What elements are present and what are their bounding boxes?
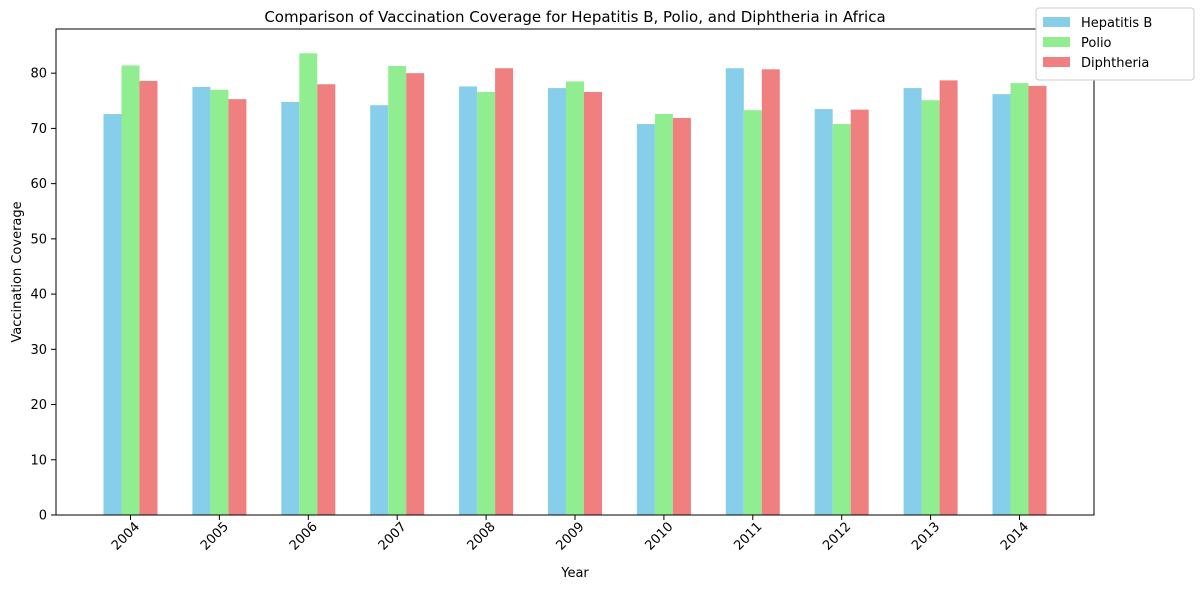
legend-label-hepatitis-b: Hepatitis B: [1081, 16, 1152, 31]
y-tick-label: 50: [30, 232, 47, 247]
y-tick-label: 30: [30, 343, 47, 358]
x-tick-label: 2012: [820, 520, 854, 554]
y-tick-label: 80: [30, 67, 47, 82]
bar-diphtheria-2010: [672, 117, 691, 516]
bar-diphtheria-2005: [228, 99, 247, 515]
y-tick-label: 10: [30, 453, 47, 468]
y-axis: 0 10 20 30 40 50 60 70 80: [30, 67, 56, 524]
x-tick-label: 2004: [109, 520, 143, 554]
legend-box: [1035, 7, 1195, 81]
y-axis-label: Vaccination Coverage: [10, 201, 25, 342]
x-tick-label: 2010: [642, 520, 676, 554]
bar-hepatitis-b-2007: [370, 105, 389, 516]
bar-polio-2007: [388, 66, 407, 515]
bar-diphtheria-2004: [139, 80, 158, 515]
bar-hepatitis-b-2011: [725, 68, 744, 516]
legend-label-diphtheria: Diphtheria: [1081, 56, 1149, 71]
bar-polio-2012: [832, 123, 851, 516]
bar-polio-2008: [477, 91, 496, 516]
legend-swatch-hepatitis-b: [1043, 17, 1070, 27]
bar-polio-2005: [210, 89, 229, 515]
x-tick-label: 2006: [287, 520, 321, 554]
x-tick-label: 2005: [198, 520, 232, 554]
bar-polio-2009: [566, 81, 584, 515]
bar-polio-2004: [121, 65, 140, 515]
y-tick-label: 20: [30, 398, 47, 413]
bars-group: [103, 53, 1047, 516]
y-tick-label: 0: [39, 509, 47, 524]
bar-hepatitis-b-2014: [992, 94, 1011, 516]
bar-hepatitis-b-2012: [814, 109, 833, 515]
bar-polio-2011: [743, 110, 762, 516]
bar-hepatitis-b-2009: [548, 88, 566, 515]
x-tick-label: 2013: [909, 520, 943, 554]
bar-diphtheria-2006: [317, 84, 336, 515]
bar-diphtheria-2008: [495, 68, 514, 516]
bar-polio-2010: [654, 114, 673, 516]
legend-swatch-polio: [1043, 37, 1070, 47]
legend: Hepatitis B Polio Diphtheria: [1035, 7, 1195, 81]
chart-title: Comparison of Vaccination Coverage for H…: [264, 8, 885, 26]
bar-polio-2014: [1010, 83, 1029, 516]
bar-hepatitis-b-2013: [903, 88, 922, 515]
legend-swatch-diphtheria: [1043, 57, 1070, 67]
bar-diphtheria-2007: [406, 73, 425, 516]
bar-hepatitis-b-2006: [281, 101, 300, 516]
bar-diphtheria-2011: [761, 69, 780, 515]
bar-diphtheria-2013: [939, 80, 958, 516]
x-tick-label: 2014: [998, 520, 1032, 554]
bar-diphtheria-2012: [850, 109, 869, 515]
bar-hepatitis-b-2008: [459, 86, 478, 515]
y-tick-label: 60: [30, 177, 47, 192]
legend-label-polio: Polio: [1081, 36, 1112, 51]
bar-polio-2006: [299, 53, 318, 516]
x-axis-label: Year: [560, 566, 589, 581]
bar-hepatitis-b-2010: [636, 123, 655, 516]
x-tick-label: 2009: [554, 520, 588, 554]
y-tick-label: 70: [30, 122, 47, 137]
bar-hepatitis-b-2004: [103, 114, 122, 516]
bar-polio-2013: [921, 100, 940, 516]
plot-frame: [55, 28, 1095, 516]
bar-diphtheria-2009: [584, 91, 602, 516]
x-axis: 2004 2005 2006 2007 2008 2009 2010 2011 2012 2013…: [109, 515, 1032, 554]
x-tick-label: 2007: [376, 520, 410, 554]
x-tick-label: 2011: [731, 520, 765, 554]
bar-hepatitis-b-2005: [192, 86, 211, 516]
y-tick-label: 40: [30, 288, 47, 303]
bar-diphtheria-2014: [1028, 85, 1047, 515]
x-tick-label: 2008: [465, 520, 499, 554]
